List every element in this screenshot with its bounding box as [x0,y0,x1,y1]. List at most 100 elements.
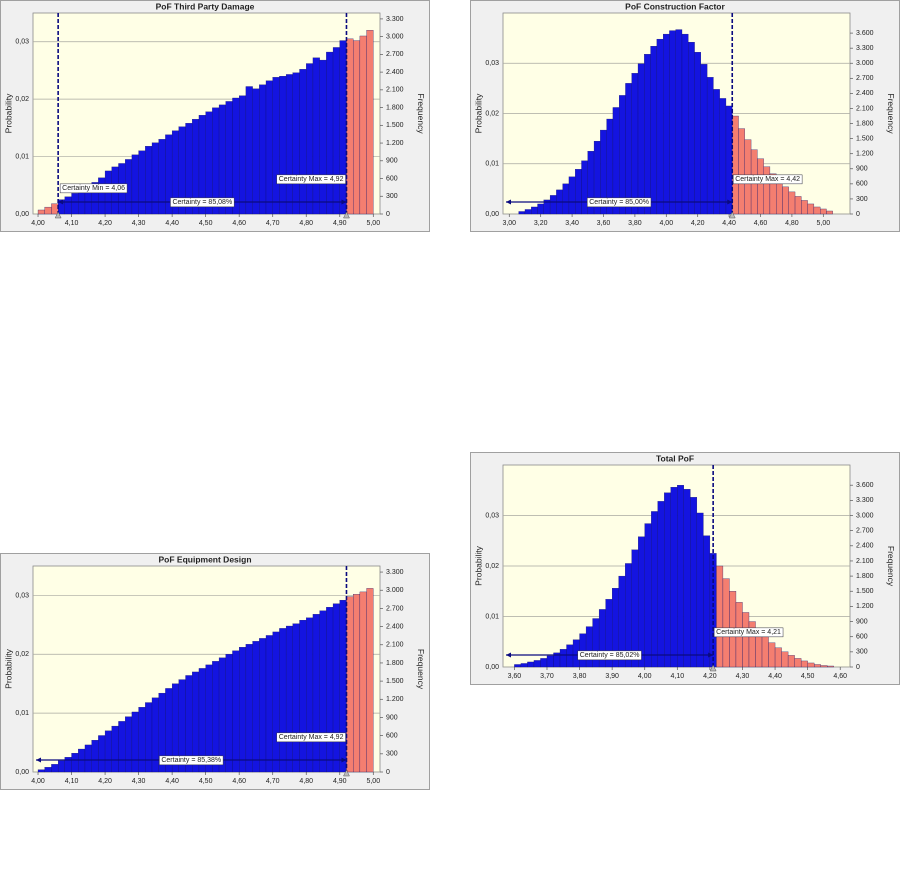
y-tick-label: 0,02 [485,563,499,570]
y2-tick-label: 0 [386,211,390,218]
y2-tick-label: 3.000 [856,512,874,519]
histogram-bar [761,636,769,668]
certainty-label: Certainty = 85,00% [589,199,649,206]
x-tick-label: 4,20 [98,778,112,785]
histogram-bar [292,623,300,773]
x-tick-label: 4,40 [768,673,782,680]
arrow-head [58,199,64,205]
y-tick-label: 0,02 [15,96,29,103]
certainty-min-label: Certainty Min = 4,06 [62,185,125,192]
histogram-bar [719,98,727,215]
arrow-head [708,652,714,658]
chart-title: PoF Equipment Design [158,554,251,564]
y-tick-label: 0,00 [485,211,499,218]
x-tick-label: 4,50 [199,220,213,227]
x-tick-label: 4,40 [165,220,179,227]
histogram-bar [239,95,247,215]
y2-tick-label: 1.500 [856,588,874,595]
y2-tick-label: 900 [386,158,398,165]
y2-tick-label: 3.000 [386,33,404,40]
histogram-bar [319,610,327,773]
y-axis-title: Probability [473,93,483,133]
histogram-bar [807,662,815,668]
y2-tick-label: 2.400 [856,543,874,550]
y2-tick-label: 2.100 [386,87,404,94]
y2-tick-label: 600 [386,175,398,182]
histogram-bar [518,211,526,215]
x-tick-label: 4,10 [671,673,685,680]
histogram-bar [299,69,307,215]
x-tick-label: 5,00 [816,220,830,227]
histogram-bar [763,166,771,215]
histogram-bar [794,658,802,668]
histogram-bar [245,644,253,773]
histogram-bar [359,591,367,773]
y2-tick-label: 3.300 [856,45,874,52]
histogram-bar [546,655,554,668]
y2-tick-label: 1.200 [386,140,404,147]
y-tick-label: 0,01 [15,710,29,717]
histogram-bar [71,193,79,215]
arrow-head [506,199,511,205]
y2-axis-title: Frequency [886,93,896,134]
y-tick-label: 0,00 [15,769,29,776]
histogram-bar [44,767,52,773]
slider-grip [728,211,736,219]
y2-tick-label: 1.500 [386,122,404,129]
y2-tick-label: 300 [386,751,398,758]
histogram-bar [575,169,582,215]
histogram-bar [98,177,106,215]
histogram-bar [239,647,247,773]
x-tick-label: 4,60 [232,778,246,785]
y2-tick-label: 900 [386,714,398,721]
histogram-bar [145,702,153,773]
histogram-bar [514,664,522,668]
histogram-bar [285,625,293,773]
histogram-bar [533,660,541,668]
histogram-bar [732,115,739,215]
histogram-bar [245,86,253,215]
arrow-head [341,199,347,205]
x-tick-label: 3,80 [573,673,587,680]
histogram-bar [111,725,119,773]
x-tick-label: 4,20 [703,673,717,680]
label-box [587,197,652,208]
x-tick-label: 4,30 [132,778,146,785]
chart-title: PoF Construction Factor [625,1,725,11]
y-tick-label: 0,03 [485,60,499,67]
x-tick-label: 4,20 [98,220,112,227]
histogram-bar [125,716,133,773]
histogram-bar [326,607,334,773]
histogram-bar [814,664,821,668]
histogram-bar [566,644,574,668]
y2-tick-label: 1.200 [856,151,874,158]
y2-tick-label: 3.000 [856,60,874,67]
histogram-bar [568,176,576,215]
y2-tick-label: 0 [386,769,390,776]
x-tick-label: 4,30 [736,673,750,680]
histogram-bar [252,641,260,773]
histogram-bar [820,208,827,215]
histogram-bar [788,191,796,215]
arrow-head [506,652,511,658]
x-tick-label: 3,70 [540,673,554,680]
y2-axis-title: Frequency [886,546,896,587]
histogram-bar [787,655,795,668]
x-tick-label: 4,40 [165,778,179,785]
histogram-bar [353,40,361,215]
histogram-bar [332,603,340,773]
histogram-bar [346,38,354,215]
histogram-bar [218,657,226,773]
x-tick-label: 3,20 [534,220,548,227]
histogram-bar [625,83,632,215]
histogram-bar [51,764,59,773]
histogram-bar [252,88,260,215]
x-tick-label: 4,70 [266,778,280,785]
histogram-bar [631,549,639,668]
y-tick-label: 0,03 [15,592,29,599]
histogram-bar [807,203,815,215]
y-tick-label: 0,02 [485,110,499,117]
histogram-bar [562,183,570,215]
x-tick-label: 4,20 [691,220,705,227]
x-tick-label: 3,60 [597,220,611,227]
